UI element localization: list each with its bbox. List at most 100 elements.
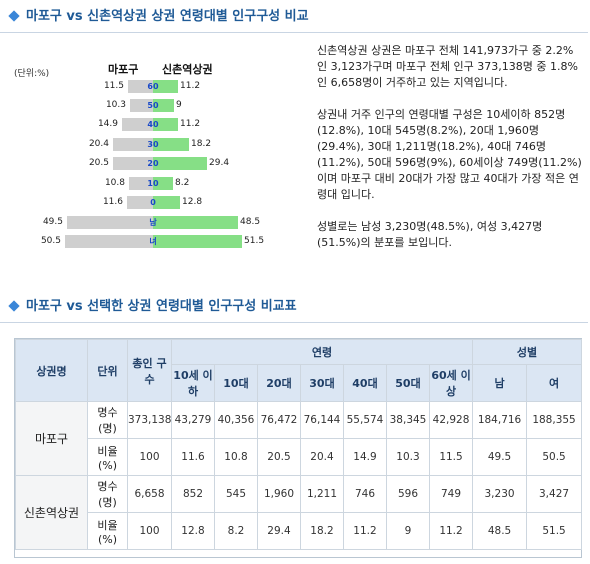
diamond-bullet-icon xyxy=(8,10,20,22)
category-label: 10 xyxy=(147,179,159,188)
divider xyxy=(0,32,588,33)
table-row: 비율 (%) 100 12.8 8.2 29.4 18.2 11.2 9 11.2 48.5 51.… xyxy=(16,512,583,550)
right-series-label: 신촌역상권 xyxy=(162,63,213,76)
bar-right xyxy=(153,177,173,190)
table-cell: 1,211 xyxy=(300,475,344,513)
table-cell: 3,427 xyxy=(526,475,583,513)
header-age: 10세 이하 xyxy=(171,364,215,402)
bar-right xyxy=(153,157,207,170)
header-total: 총인 구수 xyxy=(127,339,172,402)
header-name: 상권명 xyxy=(15,339,88,402)
value-label-left: 10.3 xyxy=(105,100,126,110)
header-age: 20대 xyxy=(257,364,301,402)
table-cell: 20.5 xyxy=(257,438,301,476)
value-label-left: 50.5 xyxy=(40,236,61,246)
table-row: 비율 (%) 100 11.6 10.8 20.5 20.4 14.9 10.3 11.5 49.… xyxy=(16,438,583,476)
table-cell: 852 xyxy=(171,475,215,513)
summary-paragraph-age: 상권내 거주 인구의 연령대별 구성은 10세이하 852명(12.8%), 1… xyxy=(317,108,582,201)
header-age: 40대 xyxy=(343,364,387,402)
table-cell: 100 xyxy=(127,438,172,476)
table-cell: 49.5 xyxy=(472,438,528,476)
category-label: 0 xyxy=(150,198,156,207)
bar-right xyxy=(153,80,178,93)
table-cell: 48.5 xyxy=(472,512,528,550)
population-pyramid-chart: (단위:%) 마포구 신촌역상권 60 11.5 11.2 50 10.3 9 40 14.9… xyxy=(0,40,300,260)
row-area-name: 신촌역상권 xyxy=(15,475,88,550)
table-row: 신촌역상권 명수 (명) 6,658 852 545 1,960 1,211 746 596 74… xyxy=(15,475,583,550)
category-label: 50 xyxy=(147,101,159,110)
header-age: 50대 xyxy=(386,364,430,402)
row-unit: 명수 (명) xyxy=(87,475,128,513)
table-cell: 596 xyxy=(386,475,430,513)
table-cell: 55,574 xyxy=(343,401,387,439)
bar-left xyxy=(127,196,153,209)
table-cell: 11.2 xyxy=(428,512,474,550)
value-label-left: 11.5 xyxy=(103,81,124,91)
bar-right xyxy=(153,138,189,151)
value-label-left: 11.6 xyxy=(102,197,123,207)
table-cell: 40,356 xyxy=(214,401,258,439)
table-cell: 373,138 xyxy=(127,401,172,439)
table-cell: 11.2 xyxy=(343,512,387,550)
table-cell: 43,279 xyxy=(171,401,215,439)
table-cell: 100 xyxy=(127,512,172,550)
section-title-table: 마포구 vs 선택한 상권 연령대별 인구구성 비교표 xyxy=(6,298,297,316)
summary-paragraph-households: 신촌역상권 상권은 마포구 전체 141,973가구 중 2.2%인 3,123… xyxy=(317,44,578,89)
category-label: 40 xyxy=(147,120,159,129)
value-label-right: 29.4 xyxy=(209,158,230,168)
table-cell: 8.2 xyxy=(214,512,258,550)
bar-left xyxy=(113,138,153,151)
bar-left xyxy=(128,80,153,93)
table-row: 마포구 명수 (명) 373,138 43,279 40,356 76,472 76,144… xyxy=(15,401,583,476)
section-title-comparison: 마포구 vs 신촌역상권 상권 연령대별 인구구성 비교 xyxy=(6,8,309,26)
bar-right xyxy=(153,118,178,131)
section-title-text: 마포구 vs 신촌역상권 상권 연령대별 인구구성 비교 xyxy=(26,9,309,24)
table-cell: 3,230 xyxy=(472,475,528,513)
value-label-left: 10.8 xyxy=(104,178,125,188)
table-cell: 76,472 xyxy=(257,401,301,439)
table-cell: 38,345 xyxy=(386,401,430,439)
value-label-right: 48.5 xyxy=(240,217,261,227)
value-label-right: 8.2 xyxy=(175,178,190,188)
comparison-table: 상권명 단위 총인 구수 연령 성별 10세 이하 10대 20대 30대 40… xyxy=(15,339,583,550)
category-label: 20 xyxy=(147,159,159,168)
header-age: 10대 xyxy=(214,364,258,402)
comparison-table-container: 상권명 단위 총인 구수 연령 성별 10세 이하 10대 20대 30대 40… xyxy=(14,338,583,558)
value-label-right: 9 xyxy=(176,100,182,110)
table-cell: 76,144 xyxy=(300,401,344,439)
bar-right xyxy=(153,235,242,248)
table-cell: 20.4 xyxy=(300,438,344,476)
bar-left xyxy=(113,157,153,170)
table-cell: 12.8 xyxy=(171,512,215,550)
value-label-right: 11.2 xyxy=(180,119,201,129)
table-cell: 749 xyxy=(428,475,474,513)
header-sex: 여 xyxy=(526,364,583,402)
summary-paragraph-sex: 성별로는 남성 3,230명(48.5%), 여성 3,427명(51.5%)의… xyxy=(317,220,543,249)
table-cell: 545 xyxy=(214,475,258,513)
table-cell: 11.5 xyxy=(428,438,474,476)
category-label: 남 xyxy=(149,218,157,227)
category-label: 녀 xyxy=(149,237,157,246)
section-title-text: 마포구 vs 선택한 상권 연령대별 인구구성 비교표 xyxy=(26,299,297,314)
table-cell: 29.4 xyxy=(257,512,301,550)
value-label-right: 11.2 xyxy=(180,81,201,91)
unit-label: (단위:%) xyxy=(14,69,50,79)
bar-right xyxy=(153,196,180,209)
diamond-bullet-icon xyxy=(8,300,20,312)
value-label-left: 14.9 xyxy=(97,119,118,129)
row-unit: 비율 (%) xyxy=(87,438,128,476)
value-label-left: 20.4 xyxy=(88,139,109,149)
summary-description: 신촌역상권 상권은 마포구 전체 141,973가구 중 2.2%인 3,123… xyxy=(317,43,582,267)
table-cell: 10.8 xyxy=(214,438,258,476)
header-sex-group: 성별 xyxy=(472,339,583,365)
value-label-right: 51.5 xyxy=(244,236,265,246)
table-cell: 50.5 xyxy=(526,438,583,476)
table-cell: 9 xyxy=(386,512,430,550)
bar-right xyxy=(153,216,238,229)
table-cell: 184,716 xyxy=(472,401,528,439)
table-body: 마포구 명수 (명) 373,138 43,279 40,356 76,472 76,144… xyxy=(15,401,583,550)
table-cell: 11.6 xyxy=(171,438,215,476)
bar-left xyxy=(130,99,153,112)
bar-right xyxy=(153,99,174,112)
table-cell: 10.3 xyxy=(386,438,430,476)
